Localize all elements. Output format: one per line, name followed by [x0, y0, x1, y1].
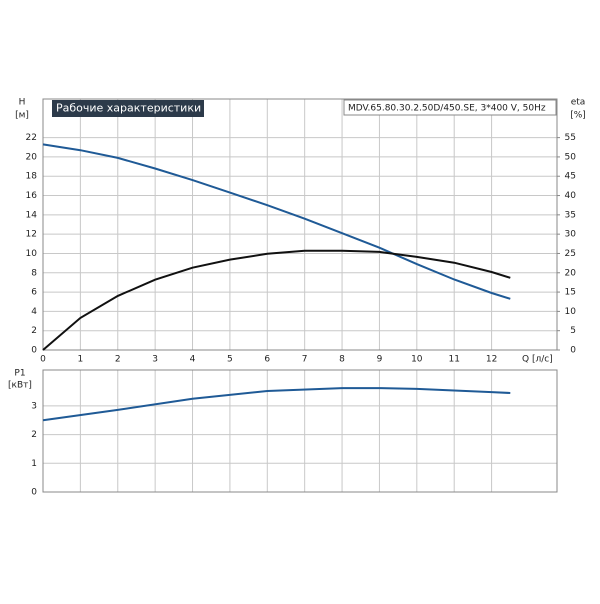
x-tick-label: 2 [115, 355, 121, 365]
y-axis-unit: [кВт] [8, 381, 32, 391]
curve [42, 143, 511, 300]
y-tick-label: 2 [31, 326, 37, 336]
plot-frame-top [42, 98, 558, 351]
y-tick-label: 3 [31, 401, 37, 411]
y-tick-label: 16 [26, 191, 38, 201]
y2-tick-label: 55 [565, 133, 576, 143]
title-box [52, 100, 204, 117]
y-tick-label: 12 [26, 230, 37, 240]
plot-frame-bottom [42, 369, 558, 493]
x-tick-label: 0 [40, 355, 46, 365]
x-tick-label: 7 [302, 355, 308, 365]
y-tick-label: 0 [31, 488, 37, 498]
y-tick-label: 1 [31, 459, 37, 469]
y2-tick-label: 15 [565, 288, 576, 298]
y2-tick-label: 10 [565, 307, 577, 317]
y2-tick-label: 30 [565, 230, 577, 240]
y-tick-label: 2 [31, 430, 37, 440]
y2-tick-label: 0 [570, 346, 576, 356]
chart-title: Рабочие характеристики [56, 102, 201, 115]
x-axis-label: Q [л/с] [522, 355, 553, 365]
y2-axis-unit: [%] [570, 111, 586, 121]
y2-tick-label: 5 [570, 326, 576, 336]
y2-tick-label: 45 [565, 172, 576, 182]
y-tick-label: 22 [26, 133, 37, 143]
x-tick-label: 3 [152, 355, 158, 365]
x-tick-label: 10 [411, 355, 423, 365]
y-tick-label: 20 [26, 152, 38, 162]
y-axis-unit: [м] [15, 111, 29, 121]
curve [42, 249, 511, 351]
y-tick-label: 8 [31, 268, 37, 278]
y-tick-label: 6 [31, 288, 37, 298]
y2-tick-label: 35 [565, 210, 576, 220]
x-tick-label: 5 [227, 355, 233, 365]
chart-subtitle: MDV.65.80.30.2.50D/450.SE, 3*400 V, 50Hz [348, 104, 546, 114]
y2-axis-label: eta [571, 98, 586, 108]
x-tick-label: 12 [486, 355, 497, 365]
y2-tick-label: 40 [565, 191, 577, 201]
y-tick-label: 14 [26, 210, 38, 220]
curve [42, 387, 511, 422]
x-tick-label: 11 [448, 355, 459, 365]
y-tick-label: 4 [31, 307, 37, 317]
y-axis-label: P1 [14, 369, 25, 379]
x-tick-label: 9 [377, 355, 383, 365]
y-axis-label: H [19, 98, 26, 108]
subtitle-box [343, 99, 557, 116]
x-tick-label: 1 [78, 355, 84, 365]
x-tick-label: 8 [339, 355, 345, 365]
y2-tick-label: 25 [565, 249, 576, 259]
y2-tick-label: 50 [565, 152, 577, 162]
x-tick-label: 6 [264, 355, 270, 365]
y2-tick-label: 20 [565, 268, 577, 278]
y-tick-label: 18 [26, 172, 38, 182]
y-tick-label: 0 [31, 346, 37, 356]
x-tick-label: 4 [190, 355, 196, 365]
y-tick-label: 10 [26, 249, 38, 259]
